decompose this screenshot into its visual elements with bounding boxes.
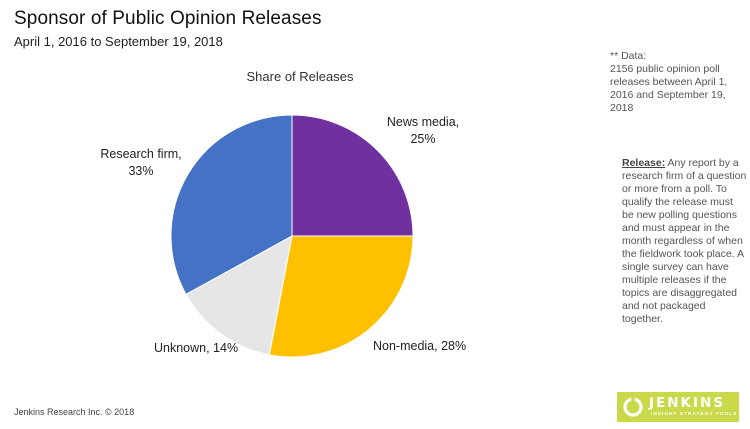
slice-label-research-firm: Research firm, 33% <box>96 146 186 180</box>
slice-label-news-media-name: News media, <box>386 115 460 129</box>
slice-label-non-media: Non-media, 28% <box>373 339 467 353</box>
page-title: Sponsor of Public Opinion Releases <box>14 8 322 29</box>
logo-tagline: INSIGHT STRATEGY TOOLS <box>651 412 738 417</box>
logo-wordmark: JENKINS <box>649 395 726 411</box>
pie-slice-unknown <box>185 235 293 356</box>
slice-label-unknown: Unknown, 14% <box>154 341 239 355</box>
slice-label-news-media-pct: 25% <box>410 132 436 146</box>
release-term: Release: <box>622 157 666 169</box>
slice-label-news-media: News media, 25% <box>378 114 468 148</box>
release-text: Any report by a research firm of a quest… <box>622 157 747 325</box>
slice-label-research-firm-name: Research firm, <box>100 147 182 161</box>
page-subtitle: April 1, 2016 to September 19, 2018 <box>14 34 223 49</box>
pie-slice-news-media <box>291 114 414 237</box>
logo-ring-icon <box>623 397 643 417</box>
jenkins-logo: JENKINS INSIGHT STRATEGY TOOLS <box>617 392 739 422</box>
chart-title: Share of Releases <box>246 69 354 84</box>
data-note-text: ** Data: 2156 public opinion poll releas… <box>610 50 728 114</box>
release-definition: Release: Any report by a research firm o… <box>622 157 747 326</box>
data-note: ** Data: 2156 public opinion poll releas… <box>610 50 745 115</box>
slice-label-research-firm-pct: 33% <box>128 164 154 178</box>
footer-copyright: Jenkins Research Inc. © 2018 <box>14 407 135 417</box>
pie-slice-non-media <box>268 235 414 358</box>
pie-slice-research-firm <box>170 114 293 295</box>
